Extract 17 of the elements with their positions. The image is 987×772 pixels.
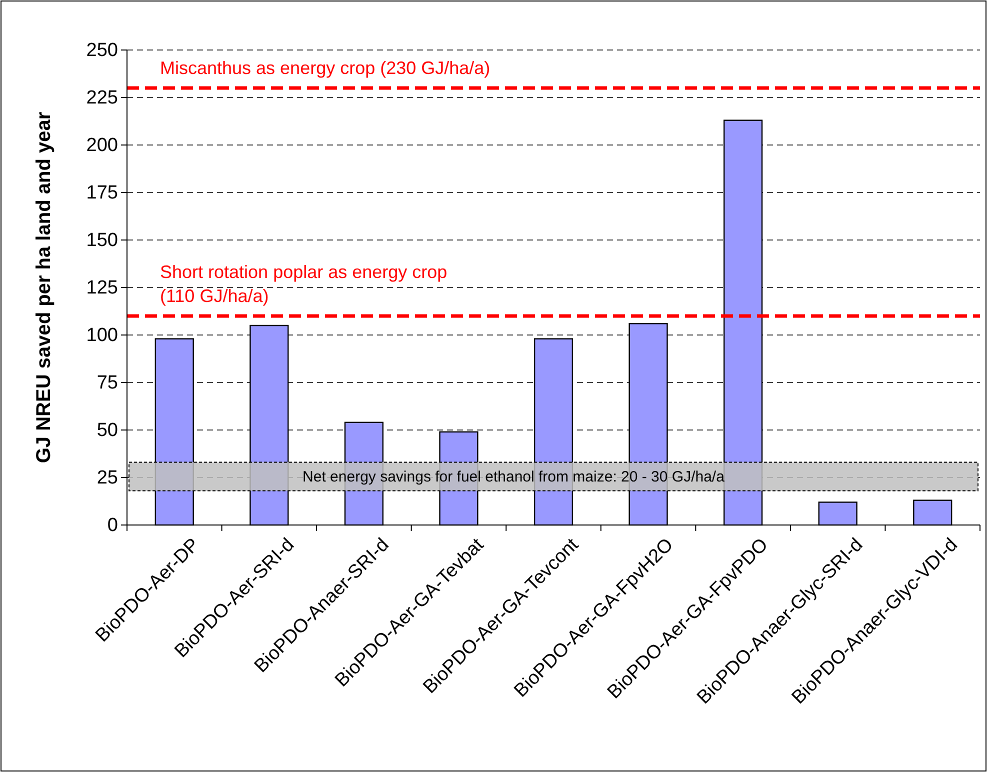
- y-tick-label: 200: [86, 135, 118, 156]
- y-tick-label: 75: [96, 372, 118, 394]
- ref-line-label: Short rotation poplar as energy crop (110 GJ/ha/a): [160, 262, 448, 306]
- y-tick-label: 100: [86, 325, 118, 346]
- y-tick-label: 50: [96, 420, 118, 442]
- y-tick-label: 150: [86, 230, 118, 252]
- y-tick-label: 0: [107, 515, 118, 536]
- bar: [818, 502, 858, 526]
- y-tick-label: 175: [86, 182, 118, 204]
- ref-line-label: Miscanthus as energy crop (230 GJ/ha/a): [160, 58, 490, 78]
- y-tick-label: 125: [86, 278, 118, 299]
- bar: [913, 500, 952, 526]
- y-tick-label: 225: [86, 88, 118, 109]
- y-axis-title: GJ NREU saved per ha land and year: [33, 112, 55, 464]
- y-tick-label: 25: [96, 468, 118, 489]
- y-tick-label: 250: [86, 40, 118, 62]
- band-label: Net energy savings for fuel ethanol from maize: 20 - 30 GJ/ha/a: [302, 468, 726, 486]
